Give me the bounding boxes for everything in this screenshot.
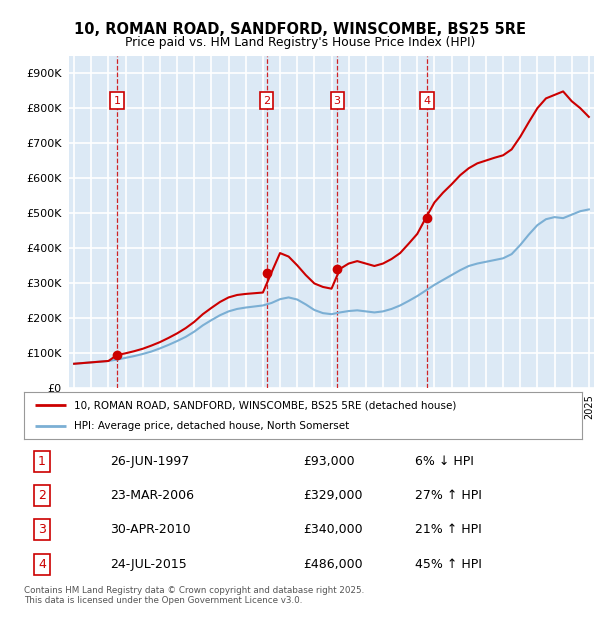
- Text: 10, ROMAN ROAD, SANDFORD, WINSCOMBE, BS25 5RE (detached house): 10, ROMAN ROAD, SANDFORD, WINSCOMBE, BS2…: [74, 400, 457, 410]
- Text: 3: 3: [38, 523, 46, 536]
- Text: 3: 3: [334, 95, 341, 105]
- Text: £329,000: £329,000: [303, 489, 362, 502]
- Text: Contains HM Land Registry data © Crown copyright and database right 2025.
This d: Contains HM Land Registry data © Crown c…: [24, 586, 364, 605]
- Text: 24-JUL-2015: 24-JUL-2015: [110, 558, 187, 571]
- Text: 30-APR-2010: 30-APR-2010: [110, 523, 191, 536]
- Text: 27% ↑ HPI: 27% ↑ HPI: [415, 489, 481, 502]
- Text: 21% ↑ HPI: 21% ↑ HPI: [415, 523, 481, 536]
- Text: 4: 4: [424, 95, 430, 105]
- Text: 10, ROMAN ROAD, SANDFORD, WINSCOMBE, BS25 5RE: 10, ROMAN ROAD, SANDFORD, WINSCOMBE, BS2…: [74, 22, 526, 37]
- Text: HPI: Average price, detached house, North Somerset: HPI: Average price, detached house, Nort…: [74, 422, 349, 432]
- Text: £486,000: £486,000: [303, 558, 362, 571]
- Text: 23-MAR-2006: 23-MAR-2006: [110, 489, 194, 502]
- Text: 4: 4: [38, 558, 46, 571]
- Text: 45% ↑ HPI: 45% ↑ HPI: [415, 558, 481, 571]
- Text: £340,000: £340,000: [303, 523, 362, 536]
- Text: 26-JUN-1997: 26-JUN-1997: [110, 454, 190, 467]
- Text: 2: 2: [38, 489, 46, 502]
- Text: 1: 1: [113, 95, 121, 105]
- Text: £93,000: £93,000: [303, 454, 355, 467]
- Text: 6% ↓ HPI: 6% ↓ HPI: [415, 454, 473, 467]
- Text: 1: 1: [38, 454, 46, 467]
- Text: 2: 2: [263, 95, 271, 105]
- Text: Price paid vs. HM Land Registry's House Price Index (HPI): Price paid vs. HM Land Registry's House …: [125, 36, 475, 49]
